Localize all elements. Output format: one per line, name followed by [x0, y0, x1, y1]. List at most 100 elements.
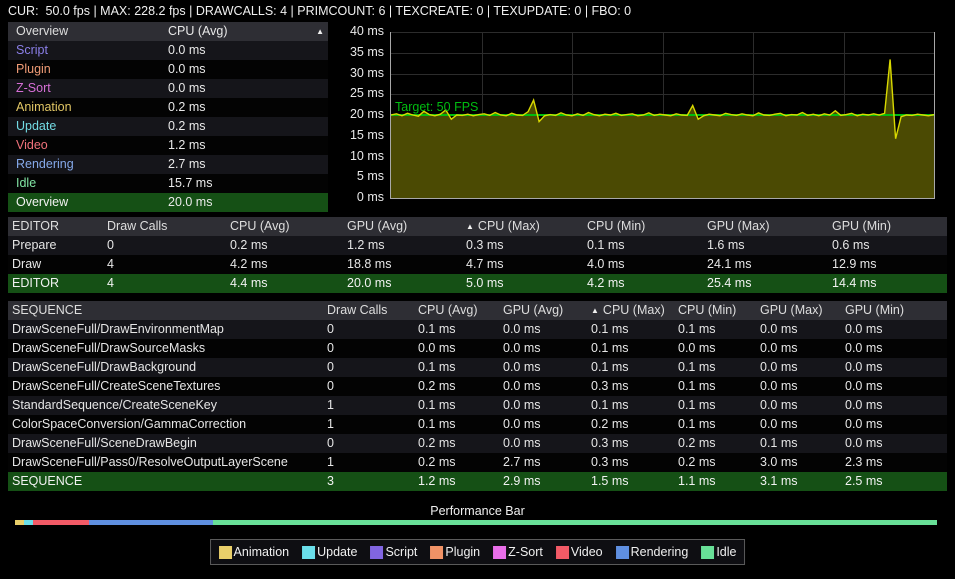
row-value: 0.2 ms: [591, 415, 678, 434]
legend-item-video[interactable]: Video: [556, 545, 603, 559]
row-name: ColorSpaceConversion/GammaCorrection: [12, 415, 327, 434]
row-value: 1: [327, 415, 418, 434]
legend-swatch-icon: [370, 546, 383, 559]
row-value: 12.9 ms: [832, 255, 947, 274]
row-value: 1: [327, 453, 418, 472]
legend-swatch-icon: [430, 546, 443, 559]
row-value: 2.7 ms: [503, 453, 591, 472]
legend-swatch-icon: [493, 546, 506, 559]
row-value: 0.3 ms: [591, 453, 678, 472]
legend-item-script[interactable]: Script: [370, 545, 417, 559]
row-value: 0.0 ms: [845, 339, 947, 358]
perf-segment-idle: [213, 520, 937, 525]
row-name: DrawSceneFull/Pass0/ResolveOutputLayerSc…: [12, 453, 327, 472]
table-row[interactable]: DrawSceneFull/SceneDrawBegin00.2 ms0.0 m…: [8, 434, 947, 453]
table-row[interactable]: StandardSequence/CreateSceneKey10.1 ms0.…: [8, 396, 947, 415]
row-value: 0.0 ms: [845, 434, 947, 453]
legend-item-update[interactable]: Update: [302, 545, 357, 559]
row-value: 3.1 ms: [760, 472, 845, 491]
row-value: 0.0 ms: [845, 415, 947, 434]
row-value: 0.1 ms: [418, 396, 503, 415]
table-row[interactable]: ColorSpaceConversion/GammaCorrection1 0.1…: [8, 415, 947, 434]
column-header-gpu-avg-[interactable]: GPU (Avg): [347, 217, 466, 236]
row-value: 1: [327, 396, 418, 415]
sort-ascending-icon: ▲: [591, 306, 599, 315]
column-header-name[interactable]: EDITOR: [12, 217, 107, 236]
row-value: 0: [327, 320, 418, 339]
y-tick-label: 0 ms: [322, 190, 384, 204]
legend-item-animation[interactable]: Animation: [219, 545, 290, 559]
y-tick-label: 20 ms: [322, 107, 384, 121]
column-header-cpu-avg-[interactable]: CPU (Avg): [230, 217, 347, 236]
row-value: 0.2 ms: [418, 377, 503, 396]
legend-item-plugin[interactable]: Plugin: [430, 545, 480, 559]
row-value: 0.3 ms: [591, 434, 678, 453]
y-tick-label: 25 ms: [322, 86, 384, 100]
table-row[interactable]: DrawSceneFull/DrawBackground00.1 ms0.0 m…: [8, 358, 947, 377]
legend-swatch-icon: [302, 546, 315, 559]
legend-label: Script: [385, 545, 417, 559]
table-row[interactable]: Prepare00.2 ms1.2 ms0.3 ms0.1 ms1.6 ms0.…: [8, 236, 947, 255]
sequence-total-row[interactable]: SEQUENCE31.2 ms2.9 ms1.5 ms1.1 ms3.1 ms2…: [8, 472, 947, 491]
column-header-name[interactable]: SEQUENCE: [12, 301, 327, 320]
row-value: 0.0 ms: [760, 415, 845, 434]
column-header-cpu-min-[interactable]: CPU (Min): [678, 301, 760, 320]
performance-bar-title: Performance Bar: [0, 504, 955, 518]
legend-item-rendering[interactable]: Rendering: [616, 545, 689, 559]
row-value: 0.1 ms: [678, 415, 760, 434]
row-value: 0.1 ms: [591, 358, 678, 377]
legend-label: Rendering: [631, 545, 689, 559]
legend-item-z-sort[interactable]: Z-Sort: [493, 545, 543, 559]
column-header-cpu-max-[interactable]: ▲CPU (Max): [466, 217, 587, 236]
legend-swatch-icon: [219, 546, 232, 559]
column-header-gpu-min-[interactable]: GPU (Min): [832, 217, 947, 236]
y-tick-label: 5 ms: [322, 169, 384, 183]
column-header-gpu-min-[interactable]: GPU (Min): [845, 301, 947, 320]
stats-bar: CUR: 50.0 fps | MAX: 228.2 fps | DRAWCAL…: [0, 0, 955, 22]
y-tick-label: 35 ms: [322, 45, 384, 59]
row-value: 0.2 ms: [678, 434, 760, 453]
row-name: Draw: [12, 255, 107, 274]
column-header-draw-calls[interactable]: Draw Calls: [327, 301, 418, 320]
column-header-cpu-avg-[interactable]: CPU (Avg): [418, 301, 503, 320]
row-value: 4.2 ms: [230, 255, 347, 274]
table-row[interactable]: DrawSceneFull/Pass0/ResolveOutputLayerSc…: [8, 453, 947, 472]
row-name: DrawSceneFull/CreateSceneTextures: [12, 377, 327, 396]
row-value: 1.2 ms: [347, 236, 466, 255]
column-header-gpu-max-[interactable]: GPU (Max): [760, 301, 845, 320]
column-header-gpu-max-[interactable]: GPU (Max): [707, 217, 832, 236]
column-header-cpu-min-[interactable]: CPU (Min): [587, 217, 707, 236]
performance-bar: [15, 520, 937, 525]
row-value: 0.1 ms: [678, 377, 760, 396]
row-value: 0.6 ms: [832, 236, 947, 255]
row-value: 4.2 ms: [587, 274, 707, 293]
row-value: 0.0 ms: [845, 396, 947, 415]
table-row[interactable]: DrawSceneFull/DrawSourceMasks00.0 ms0.0 …: [8, 339, 947, 358]
editor-total-row[interactable]: EDITOR44.4 ms20.0 ms5.0 ms4.2 ms25.4 ms1…: [8, 274, 947, 293]
row-value: 1.5 ms: [591, 472, 678, 491]
row-value: 0: [107, 236, 230, 255]
column-header-gpu-avg-[interactable]: GPU (Avg): [503, 301, 591, 320]
legend-label: Update: [317, 545, 357, 559]
column-header-cpu-max-[interactable]: ▲CPU (Max): [591, 301, 678, 320]
legend-label: Plugin: [445, 545, 480, 559]
legend-item-idle[interactable]: Idle: [701, 545, 736, 559]
perf-segment-animation: [15, 520, 24, 525]
sequence-table: SEQUENCEDraw CallsCPU (Avg)GPU (Avg)▲CPU…: [8, 301, 947, 491]
row-value: 24.1 ms: [707, 255, 832, 274]
row-value: 4: [107, 274, 230, 293]
perf-segment-video: [33, 520, 88, 525]
row-value: 0.2 ms: [678, 453, 760, 472]
row-value: 0.1 ms: [587, 236, 707, 255]
row-name: SEQUENCE: [12, 472, 327, 491]
table-row[interactable]: DrawSceneFull/CreateSceneTextures00.2 ms…: [8, 377, 947, 396]
row-name: StandardSequence/CreateSceneKey: [12, 396, 327, 415]
row-value: 0.0 ms: [760, 377, 845, 396]
legend-swatch-icon: [701, 546, 714, 559]
row-value: 20.0 ms: [347, 274, 466, 293]
table-row[interactable]: DrawSceneFull/DrawEnvironmentMap00.1 ms0…: [8, 320, 947, 339]
column-header-draw-calls[interactable]: Draw Calls: [107, 217, 230, 236]
row-value: 14.4 ms: [832, 274, 947, 293]
table-row[interactable]: Draw44.2 ms18.8 ms4.7 ms4.0 ms24.1 ms12.…: [8, 255, 947, 274]
row-value: 0.1 ms: [591, 396, 678, 415]
